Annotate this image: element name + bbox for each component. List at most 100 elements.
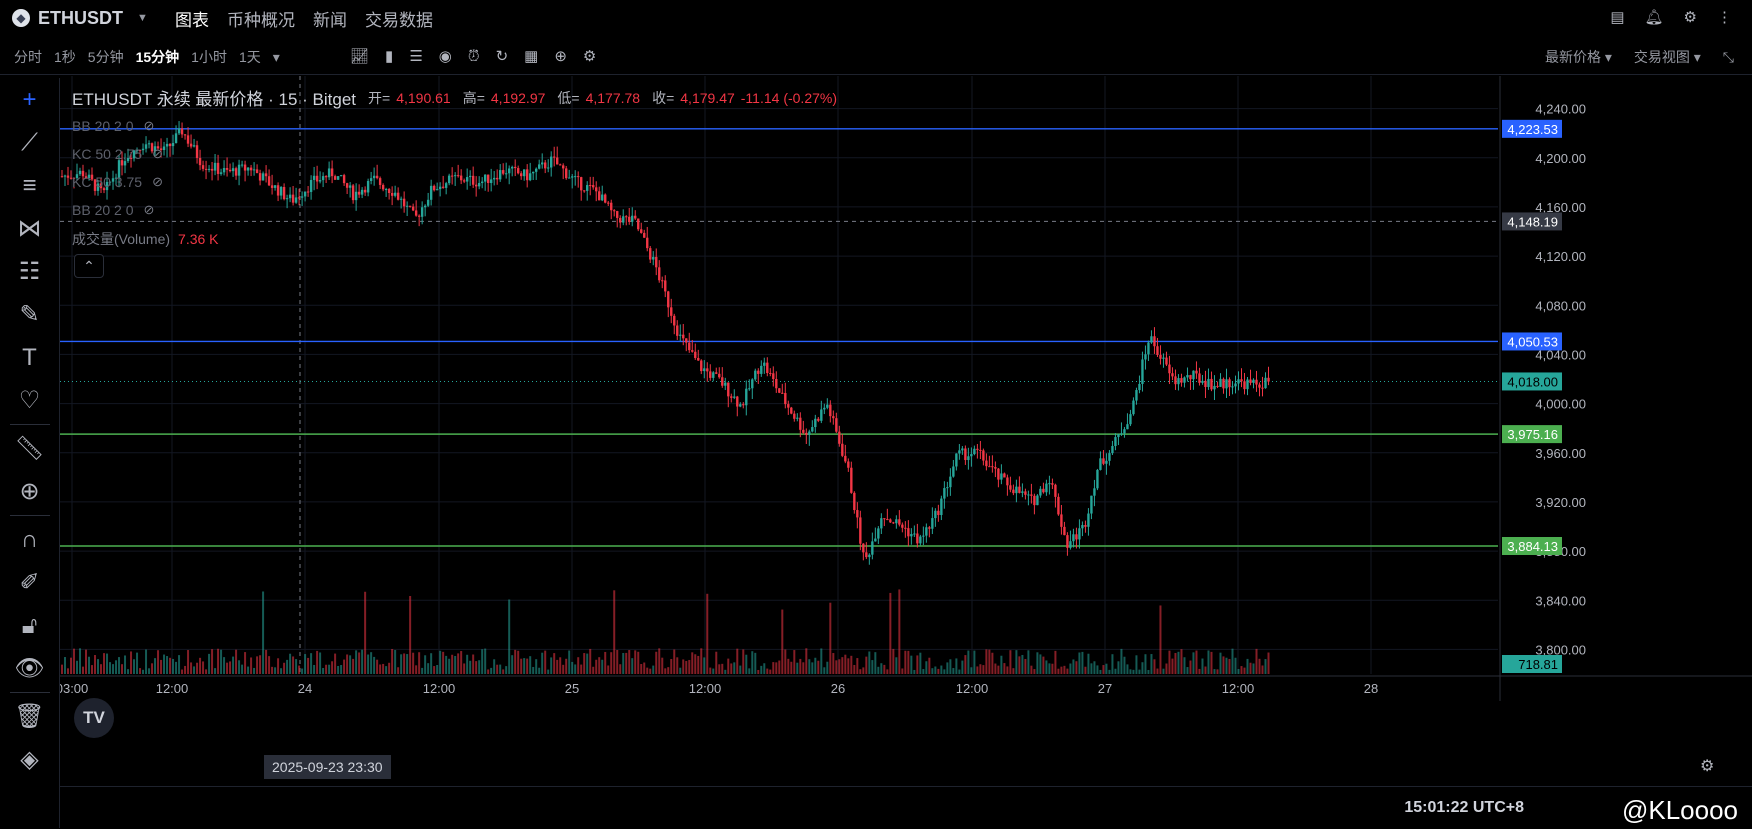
indicator-list: BB 20 2 0 ⊘ KC 50 2.75 ⊘ KC 50 3.75 ⊘ BB 20…	[72, 112, 163, 224]
camera-icon[interactable]: ◉	[438, 48, 452, 65]
tab-chart[interactable]: 图表	[175, 6, 209, 41]
interval-time[interactable]: 分时	[14, 49, 42, 65]
indicator-row[interactable]: BB 20 2 0 ⊘	[72, 112, 163, 140]
interval-1h[interactable]: 1小时	[191, 49, 227, 65]
templates-icon[interactable]: ☰	[409, 48, 423, 65]
volume-bar	[1180, 649, 1183, 674]
interval-1s[interactable]: 1秒	[54, 49, 76, 65]
y-tick-label: 4,240.00	[1535, 102, 1586, 117]
add-icon[interactable]: ⊕	[554, 48, 567, 65]
candle-body	[447, 175, 451, 184]
eye-icon[interactable]: 👁︎	[14, 655, 45, 682]
heart-icon[interactable]: ♡	[18, 387, 41, 414]
zoom-in-icon[interactable]: ⊕	[19, 478, 40, 505]
eye-off-icon[interactable]: ⊘	[152, 174, 163, 189]
alarm-icon[interactable]: ⏰︎	[467, 47, 480, 65]
interval-15m[interactable]: 15分钟	[135, 49, 180, 65]
pattern-icon[interactable]: ⋈	[17, 215, 42, 242]
price-line-label-bg	[1502, 332, 1562, 351]
eye-off-icon[interactable]: ⊘	[143, 202, 155, 217]
volume-bar	[787, 658, 790, 674]
collapse-legend-button[interactable]: ⌃	[74, 254, 104, 278]
candle-body	[285, 198, 289, 200]
candle-body	[580, 177, 583, 191]
price-axis[interactable]: 3,800.003,840.003,880.003,920.003,960.00…	[1502, 102, 1586, 673]
trendline-icon[interactable]: ⟋	[21, 128, 38, 156]
view-dropdown[interactable]: 交易视图 ▾	[1633, 49, 1701, 65]
volume-bar	[877, 666, 880, 674]
trash-icon[interactable]: 🗑︎	[14, 703, 45, 730]
candle-body	[649, 248, 652, 260]
layers-icon[interactable]: ◈	[20, 746, 39, 773]
eye-off-icon[interactable]: ⊘	[152, 146, 163, 161]
candle-body	[1168, 364, 1171, 374]
volume-bar	[904, 650, 907, 674]
axis-settings-icon[interactable]: ⚙	[1700, 758, 1715, 775]
text-icon[interactable]: T	[22, 343, 37, 371]
candle-body	[736, 396, 739, 407]
volume-bar	[355, 650, 358, 674]
indicator-row[interactable]: BB 20 2 0 ⊘	[72, 196, 163, 224]
more-icon[interactable]: ⋮	[1717, 9, 1732, 26]
volume-bar	[691, 652, 694, 674]
candle-body	[829, 404, 832, 417]
tradingview-logo[interactable]: TV	[74, 698, 114, 738]
lock-drawing-icon[interactable]: ✐	[19, 569, 40, 596]
settings-icon[interactable]: ⚙	[1683, 9, 1697, 26]
volume-bar	[598, 657, 601, 674]
candle-body	[438, 186, 442, 190]
tab-overview[interactable]: 币种概况	[227, 11, 295, 30]
top-icons: ▤ 🔔︎ ⚙ ⋮	[1610, 8, 1732, 26]
replay-icon[interactable]: ↻	[495, 48, 509, 65]
sidebar-divider	[9, 424, 50, 425]
lock-icon[interactable]: 🔓︎	[21, 611, 38, 639]
symbol-selector[interactable]: ◆ ETHUSDT ▼	[12, 6, 148, 30]
ruler-icon[interactable]: 📏︎	[14, 435, 45, 462]
candle-body	[411, 206, 415, 211]
candle-body	[1252, 379, 1255, 383]
tab-trading-data[interactable]: 交易数据	[365, 11, 433, 30]
eye-off-icon[interactable]: ⊘	[143, 118, 155, 133]
interval-5m[interactable]: 5分钟	[87, 49, 124, 65]
price-type-dropdown[interactable]: 最新价格 ▾	[1544, 49, 1612, 65]
volume-bar	[901, 668, 904, 674]
price-chart[interactable]: 3,800.003,840.003,880.003,920.003,960.00…	[60, 76, 1752, 786]
volume-bar	[730, 663, 733, 674]
interval-more-chevron-icon[interactable]: ▾	[272, 48, 280, 65]
volume-bar	[97, 659, 100, 674]
candle-body	[928, 527, 931, 529]
candle-type-icon[interactable]: ▮	[385, 48, 394, 65]
volume-bar	[814, 657, 817, 674]
fib-icon[interactable]: ☷	[18, 258, 41, 285]
crosshair-icon[interactable]: +	[22, 85, 37, 113]
brush-icon[interactable]: ✎	[19, 301, 40, 328]
tab-news[interactable]: 新闻	[313, 11, 347, 30]
candle-body	[471, 175, 475, 185]
indicator-row[interactable]: KC 50 2.75 ⊘	[72, 140, 163, 168]
volume-bar	[709, 667, 712, 674]
notes-icon[interactable]: ▤	[1610, 9, 1625, 26]
crosshair-price-label-bg	[1502, 212, 1562, 231]
chevron-down-icon: ▼	[137, 12, 148, 24]
volume-bar	[1039, 654, 1042, 674]
volume-bar	[835, 660, 838, 674]
time-axis[interactable]: 03:00 12:00 24 12:00 25 12:00 26 12:00 27 12:00 28	[60, 681, 1378, 696]
indicators-icon[interactable]: 📈︎	[350, 48, 370, 65]
magnet-icon[interactable]: ∩	[20, 525, 39, 553]
candle-body	[667, 291, 670, 308]
interval-1d[interactable]: 1天	[238, 49, 261, 65]
candle-body	[553, 156, 556, 158]
volume-bar	[382, 663, 385, 674]
candle-body	[688, 342, 691, 351]
clock[interactable]: 15:01:22 UTC+8	[1404, 799, 1524, 816]
bell-icon[interactable]: 🔔︎	[1644, 9, 1664, 26]
candle-body	[165, 143, 169, 147]
indicator-row[interactable]: KC 50 3.75 ⊘	[72, 168, 163, 196]
candle-body	[709, 371, 712, 378]
horizontal-lines-icon[interactable]: ≡	[22, 171, 37, 199]
gear-icon[interactable]: ⚙	[582, 48, 597, 65]
fullscreen-icon[interactable]: ⤡	[1722, 48, 1734, 65]
candle-body	[796, 417, 799, 419]
volume-bar	[907, 650, 910, 674]
calendar-icon[interactable]: ▦	[524, 48, 539, 65]
